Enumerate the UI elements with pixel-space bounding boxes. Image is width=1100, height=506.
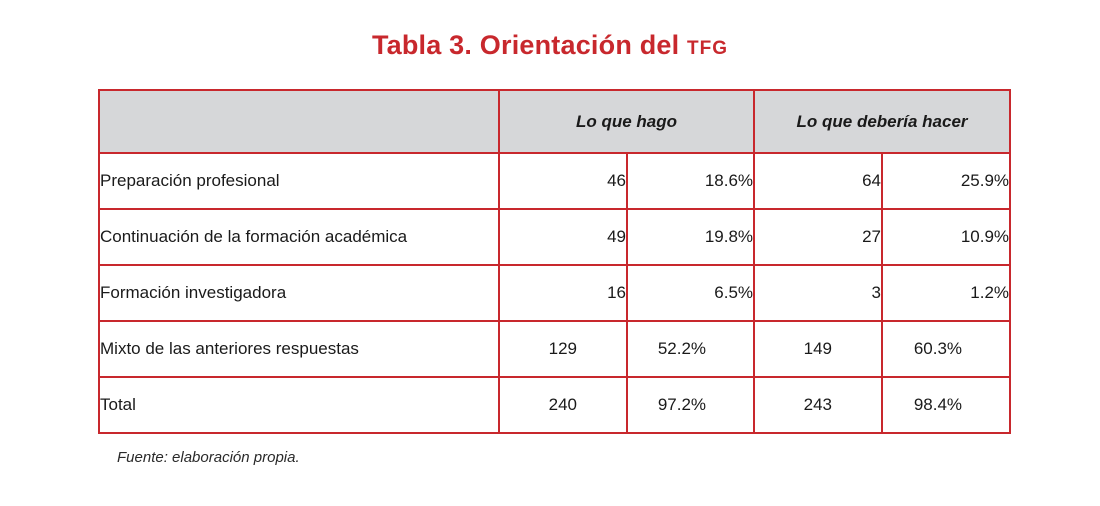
cell-count-deberia: 3 <box>753 264 884 322</box>
table-row: Formación investigadora 16 6.5% 3 1.2% <box>98 264 1012 322</box>
row-label: Preparación profesional <box>98 152 500 210</box>
data-table: Lo que hago Lo que debería hacer Prepara… <box>98 89 1012 434</box>
cell-count-hago: 16 <box>498 264 628 322</box>
cell-percent-deberia: 10.9% <box>881 208 1012 266</box>
cell-percent-deberia: 60.3% <box>881 320 1012 378</box>
header-empty-cell <box>98 89 500 154</box>
total-percent-deberia: 98.4% <box>881 376 1012 434</box>
row-label: Formación investigadora <box>98 264 500 322</box>
table-title-acronym: TFG <box>687 38 729 59</box>
cell-count-deberia: 64 <box>753 152 884 210</box>
cell-count-deberia: 149 <box>753 320 884 378</box>
table-row: Mixto de las anteriores respuestas 129 5… <box>98 320 1012 378</box>
table-total-row: Total 240 97.2% 243 98.4% <box>98 376 1012 434</box>
cell-percent-hago: 19.8% <box>625 208 756 266</box>
cell-percent-hago: 6.5% <box>625 264 756 322</box>
cell-percent-hago: 52.2% <box>625 320 756 378</box>
table-header-row: Lo que hago Lo que debería hacer <box>98 89 1012 154</box>
cell-count-hago: 49 <box>498 208 628 266</box>
row-label: Mixto de las anteriores respuestas <box>98 320 500 378</box>
table-title: Tabla 3. Orientación del TFG <box>0 30 1100 61</box>
cell-percent-deberia: 1.2% <box>881 264 1012 322</box>
table-row: Preparación profesional 46 18.6% 64 25.9… <box>98 152 1012 210</box>
row-label: Continuación de la formación académica <box>98 208 500 266</box>
table-title-text: Tabla 3. Orientación del <box>371 30 688 60</box>
cell-percent-deberia: 25.9% <box>881 152 1012 210</box>
total-count-hago: 240 <box>498 376 628 434</box>
total-count-deberia: 243 <box>753 376 884 434</box>
cell-count-deberia: 27 <box>753 208 884 266</box>
header-lo-que-hago: Lo que hago <box>497 89 756 154</box>
total-percent-hago: 97.2% <box>625 376 756 434</box>
header-lo-que-deberia-hacer: Lo que debería hacer <box>753 89 1012 154</box>
cell-percent-hago: 18.6% <box>625 152 756 210</box>
table-row: Continuación de la formación académica 4… <box>98 208 1012 266</box>
cell-count-hago: 129 <box>498 320 628 378</box>
total-label: Total <box>98 376 500 434</box>
source-note: Fuente: elaboración propia. <box>117 449 300 466</box>
cell-count-hago: 46 <box>498 152 628 210</box>
